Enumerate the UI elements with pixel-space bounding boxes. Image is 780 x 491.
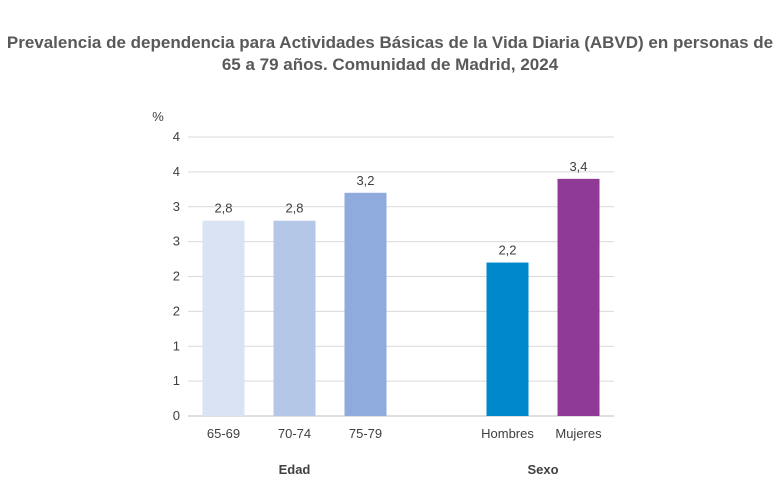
x-tick-label: 70-74 (278, 426, 311, 441)
chart-title: Prevalencia de dependencia para Activida… (6, 33, 774, 74)
data-label: 2,2 (498, 243, 516, 258)
y-tick-label: 1 (173, 373, 180, 388)
bar-65-69 (202, 220, 245, 416)
y-tick-label: 2 (173, 269, 180, 284)
bar-mujeres (557, 178, 600, 416)
bar-70-74 (273, 220, 316, 416)
x-tick-label: Hombres (481, 426, 534, 441)
bar-75-79 (344, 192, 387, 416)
y-tick-label: 1 (173, 338, 180, 353)
y-axis-label: % (152, 109, 164, 124)
x-tick-label: 65-69 (207, 426, 240, 441)
y-tick-label: 3 (173, 234, 180, 249)
group-label: Sexo (527, 462, 558, 477)
y-tick-label: 4 (173, 164, 180, 179)
y-tick-label: 0 (173, 408, 180, 423)
y-tick-label: 2 (173, 303, 180, 318)
data-label: 3,4 (569, 159, 587, 174)
bar-hombres (486, 262, 529, 416)
y-tick-label: 3 (173, 199, 180, 214)
y-tick-label: 4 (173, 129, 180, 144)
data-label: 2,8 (214, 201, 232, 216)
data-label: 3,2 (356, 173, 374, 188)
x-tick-label: Mujeres (555, 426, 602, 441)
data-label: 2,8 (285, 201, 303, 216)
x-tick-label: 75-79 (349, 426, 382, 441)
group-label: Edad (279, 462, 311, 477)
